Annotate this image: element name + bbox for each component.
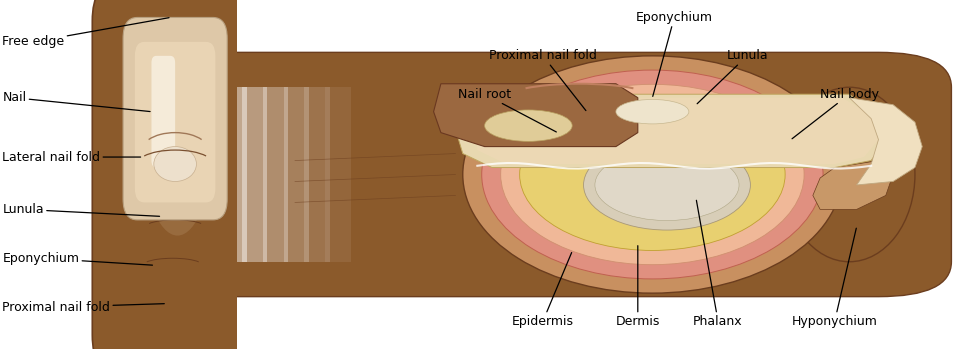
- Bar: [200, 87, 226, 262]
- Bar: [284, 87, 309, 262]
- Polygon shape: [849, 98, 923, 185]
- Text: Lateral nail fold: Lateral nail fold: [2, 150, 141, 164]
- Bar: [242, 87, 268, 262]
- Text: Epidermis: Epidermis: [512, 253, 574, 328]
- Text: Proximal nail fold: Proximal nail fold: [2, 300, 164, 314]
- Text: Eponychium: Eponychium: [636, 11, 713, 96]
- FancyBboxPatch shape: [128, 52, 952, 297]
- Polygon shape: [456, 94, 886, 168]
- Bar: [304, 87, 330, 262]
- Ellipse shape: [500, 84, 804, 265]
- Ellipse shape: [142, 44, 213, 236]
- Text: Eponychium: Eponychium: [2, 252, 153, 265]
- Text: Dermis: Dermis: [615, 246, 660, 328]
- Text: Nail root: Nail root: [458, 88, 556, 132]
- Polygon shape: [812, 161, 894, 209]
- FancyBboxPatch shape: [135, 42, 215, 202]
- FancyBboxPatch shape: [152, 56, 175, 168]
- Text: Phalanx: Phalanx: [694, 200, 743, 328]
- Text: Proximal nail fold: Proximal nail fold: [489, 49, 597, 111]
- Text: Nail: Nail: [2, 91, 150, 112]
- Ellipse shape: [595, 149, 739, 221]
- Polygon shape: [477, 98, 878, 164]
- Ellipse shape: [482, 70, 823, 279]
- Ellipse shape: [463, 56, 842, 293]
- Ellipse shape: [616, 99, 689, 124]
- Bar: [263, 87, 288, 262]
- Text: Hyponychium: Hyponychium: [792, 228, 878, 328]
- Bar: [221, 87, 246, 262]
- Bar: [346, 87, 372, 262]
- FancyBboxPatch shape: [123, 17, 227, 220]
- Polygon shape: [434, 84, 638, 147]
- FancyBboxPatch shape: [93, 0, 248, 349]
- Text: Free edge: Free edge: [2, 18, 169, 49]
- Text: Lunula: Lunula: [2, 203, 159, 216]
- Text: Lunula: Lunula: [697, 49, 768, 104]
- Ellipse shape: [783, 87, 915, 262]
- Ellipse shape: [520, 98, 785, 251]
- Bar: [326, 87, 351, 262]
- Text: Nail body: Nail body: [792, 88, 879, 139]
- Ellipse shape: [154, 147, 196, 181]
- Ellipse shape: [485, 110, 572, 141]
- Ellipse shape: [583, 140, 751, 230]
